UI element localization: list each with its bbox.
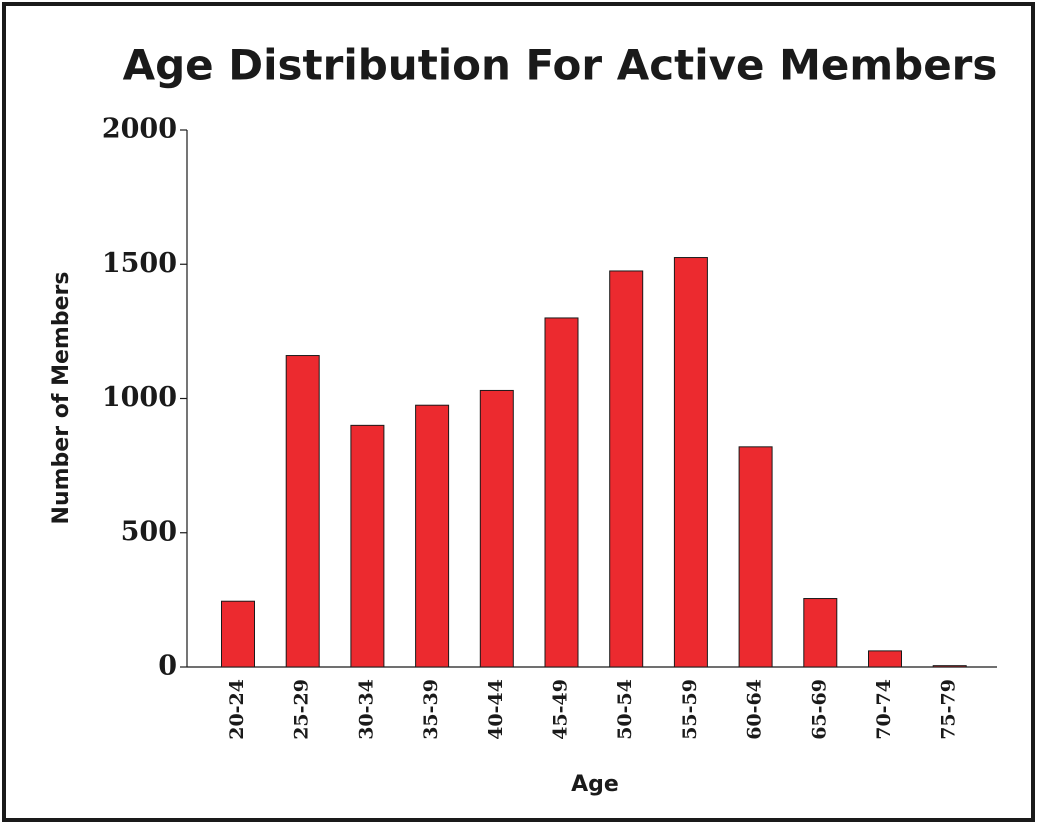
bar	[803, 598, 838, 668]
y-axis-label: Number of Members	[49, 272, 74, 525]
y-tick-label: 1000	[102, 382, 177, 413]
x-tick-label: 70-74	[873, 679, 895, 740]
y-tick-label: 2000	[102, 114, 177, 145]
x-tick-label: 50-54	[614, 679, 636, 740]
bar	[350, 424, 385, 668]
bar	[415, 404, 450, 668]
x-tick-label: 65-69	[808, 679, 830, 740]
x-tick-label: 20-24	[226, 679, 248, 740]
bar	[738, 446, 773, 668]
bar	[932, 665, 967, 668]
x-axis-label: Age	[571, 772, 619, 797]
y-tick-label: 1500	[102, 248, 177, 279]
bar	[285, 355, 320, 668]
bar	[544, 317, 579, 668]
x-tick-label: 35-39	[420, 679, 442, 740]
bar	[868, 650, 902, 668]
x-tick-label: 75-79	[938, 679, 960, 740]
bar	[673, 257, 708, 668]
x-tick-label: 55-59	[679, 679, 701, 740]
bar	[479, 389, 514, 668]
x-tick-label: 40-44	[485, 679, 507, 740]
chart-title: Age Distribution For Active Members	[123, 41, 998, 90]
x-tick-label: 60-64	[744, 679, 766, 740]
y-tick-label: 500	[121, 516, 177, 547]
x-tick-label: 25-29	[291, 679, 313, 740]
y-tick-label: 0	[158, 651, 177, 682]
x-tick-label: 30-34	[355, 679, 377, 740]
bar	[221, 600, 255, 668]
x-tick-label: 45-49	[550, 679, 572, 740]
bar	[609, 270, 644, 668]
